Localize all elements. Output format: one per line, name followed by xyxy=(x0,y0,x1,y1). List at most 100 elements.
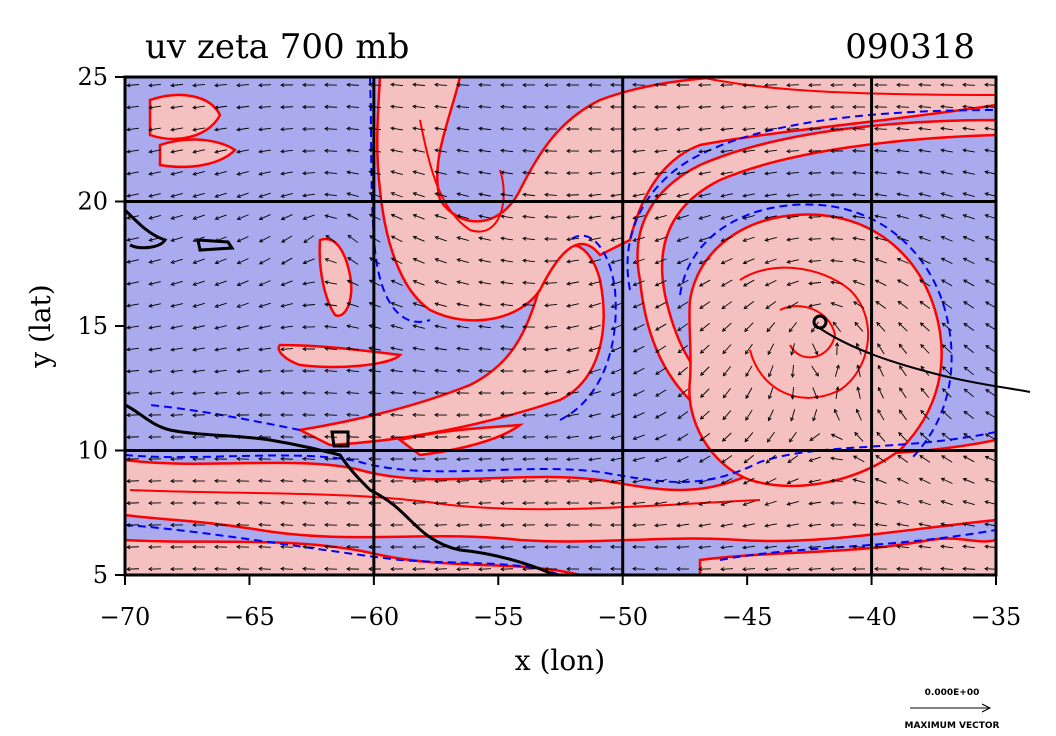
wind-vector-head xyxy=(676,149,681,154)
wind-vector-head xyxy=(214,522,219,527)
wind-vector-head xyxy=(610,392,615,397)
wind-vector-head xyxy=(302,346,307,352)
wind-vector xyxy=(500,326,514,328)
wind-vector xyxy=(812,343,818,355)
wind-vector-head xyxy=(192,238,197,243)
wind-vector-head xyxy=(148,545,153,550)
wind-vector-head xyxy=(148,171,153,176)
wind-vector xyxy=(853,478,865,484)
wind-vector-head xyxy=(280,500,285,505)
wind-vector-head xyxy=(808,105,813,110)
wind-vector-head xyxy=(984,235,989,240)
wind-vector-head xyxy=(654,82,659,87)
wind-vector-head xyxy=(742,127,747,132)
wind-vector-head xyxy=(765,459,770,464)
date-label: 090318 xyxy=(845,27,975,67)
wind-vector xyxy=(324,172,338,174)
wind-vector-head xyxy=(456,324,461,329)
wind-vector xyxy=(853,237,865,241)
wind-vector-head xyxy=(632,215,637,220)
wind-vector-head xyxy=(962,192,967,197)
wind-vector-head xyxy=(500,214,505,219)
wind-vector-head xyxy=(742,171,747,176)
wind-vector-head xyxy=(126,457,131,462)
wind-vector xyxy=(897,193,909,197)
wind-vector-head xyxy=(500,346,505,351)
wind-vector-head xyxy=(698,523,703,528)
wind-vector xyxy=(790,409,796,421)
wind-vector-head xyxy=(192,544,197,550)
wind-vector xyxy=(302,568,316,570)
wind-vector-head xyxy=(610,522,615,528)
wind-vector-head xyxy=(324,412,329,417)
wind-vector-head xyxy=(324,566,329,571)
wind-vector xyxy=(346,392,360,394)
wind-vector xyxy=(544,347,558,351)
wind-vector xyxy=(742,149,756,153)
wind-vector-head xyxy=(522,82,527,88)
wind-vector-head xyxy=(214,193,219,198)
wind-vector-head xyxy=(280,390,285,396)
wind-vector xyxy=(611,237,623,241)
wind-vector-head xyxy=(500,567,505,572)
wind-vector-head xyxy=(192,193,197,198)
wind-vector xyxy=(479,171,491,175)
wind-vector-head xyxy=(698,171,703,176)
wind-vector-head xyxy=(478,148,483,153)
wind-vector xyxy=(765,258,777,264)
wind-vector xyxy=(259,149,271,153)
wind-vector xyxy=(522,193,536,197)
wind-vector xyxy=(193,325,205,329)
wind-vector-head xyxy=(830,456,835,461)
wind-vector-head xyxy=(390,478,395,484)
wind-vector-head xyxy=(456,148,461,153)
wind-vector-head xyxy=(610,501,615,506)
wind-vector xyxy=(853,259,865,263)
wind-vector xyxy=(148,347,162,351)
wind-vector-head xyxy=(897,300,902,305)
x-tick-label: −65 xyxy=(224,603,275,631)
wind-vector xyxy=(768,409,774,421)
wind-vector-head xyxy=(566,500,571,506)
wind-vector-head xyxy=(566,544,571,550)
wind-vector xyxy=(391,170,403,176)
wind-vector-head xyxy=(522,346,527,352)
wind-vector-head xyxy=(566,478,571,484)
wind-vector-head xyxy=(984,566,989,571)
wind-vector xyxy=(501,215,513,219)
wind-vector xyxy=(744,454,754,464)
wind-vector xyxy=(941,257,953,265)
wind-vector-head xyxy=(962,455,968,460)
wind-vector-head xyxy=(369,235,374,240)
wind-vector-head xyxy=(434,545,439,550)
wind-vector xyxy=(919,171,931,175)
wind-vector-head xyxy=(852,170,857,175)
wind-vector-head xyxy=(632,566,637,571)
wind-vector xyxy=(280,128,294,130)
wind-vector-head xyxy=(522,457,527,462)
wind-vector-head xyxy=(434,258,439,262)
wind-vector-head xyxy=(258,303,263,308)
wind-vector-head xyxy=(698,501,703,506)
wind-vector xyxy=(699,171,711,175)
wind-vector-head xyxy=(877,408,882,414)
wind-vector-head xyxy=(588,435,593,440)
wind-vector-head xyxy=(522,236,527,241)
wind-vector xyxy=(347,347,359,351)
wind-vector-head xyxy=(302,281,307,286)
wind-vector-head xyxy=(478,567,483,572)
wind-vector xyxy=(258,524,272,526)
wind-vector xyxy=(808,172,822,174)
wind-vector xyxy=(391,302,403,308)
wind-vector-head xyxy=(478,170,483,175)
wind-vector xyxy=(899,387,907,399)
wind-vector xyxy=(303,214,315,220)
wind-vector-head xyxy=(742,83,747,88)
wind-vector xyxy=(633,323,645,331)
wind-vector xyxy=(963,411,975,419)
wind-vector-head xyxy=(280,216,286,221)
coastal-feature xyxy=(277,343,403,369)
wind-vector-head xyxy=(984,170,989,175)
wind-vector-head xyxy=(412,235,418,240)
wind-vector-head xyxy=(698,105,703,110)
